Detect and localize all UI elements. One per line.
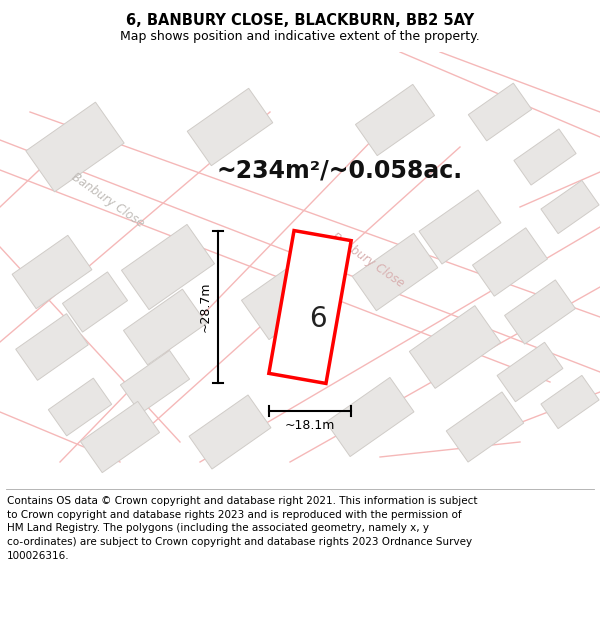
- Text: Banbury Close: Banbury Close: [329, 230, 407, 290]
- Text: Map shows position and indicative extent of the property.: Map shows position and indicative extent…: [120, 29, 480, 42]
- Polygon shape: [541, 181, 599, 234]
- Text: 6: 6: [309, 305, 327, 333]
- Polygon shape: [468, 83, 532, 141]
- Polygon shape: [446, 392, 524, 462]
- Polygon shape: [121, 351, 190, 414]
- Polygon shape: [541, 376, 599, 429]
- Polygon shape: [419, 190, 501, 264]
- Polygon shape: [352, 233, 438, 311]
- Polygon shape: [12, 235, 92, 309]
- Polygon shape: [62, 272, 128, 332]
- Polygon shape: [497, 342, 563, 402]
- Polygon shape: [355, 84, 434, 156]
- Text: ~28.7m: ~28.7m: [199, 282, 212, 332]
- Text: ~234m²/~0.058ac.: ~234m²/~0.058ac.: [217, 158, 463, 182]
- Polygon shape: [269, 231, 351, 383]
- Polygon shape: [505, 280, 575, 344]
- Text: Banbury Close: Banbury Close: [69, 170, 147, 230]
- Polygon shape: [189, 395, 271, 469]
- Polygon shape: [472, 228, 548, 296]
- Polygon shape: [409, 306, 500, 388]
- Text: ~18.1m: ~18.1m: [285, 419, 335, 432]
- Text: Contains OS data © Crown copyright and database right 2021. This information is : Contains OS data © Crown copyright and d…: [7, 496, 478, 561]
- Polygon shape: [187, 88, 273, 166]
- Polygon shape: [26, 102, 124, 192]
- Polygon shape: [514, 129, 576, 185]
- Polygon shape: [16, 314, 88, 381]
- Polygon shape: [241, 254, 335, 339]
- Polygon shape: [124, 289, 206, 365]
- Text: 6, BANBURY CLOSE, BLACKBURN, BB2 5AY: 6, BANBURY CLOSE, BLACKBURN, BB2 5AY: [126, 13, 474, 28]
- Polygon shape: [48, 378, 112, 436]
- Polygon shape: [121, 224, 215, 309]
- Polygon shape: [326, 378, 414, 457]
- Polygon shape: [80, 401, 160, 472]
